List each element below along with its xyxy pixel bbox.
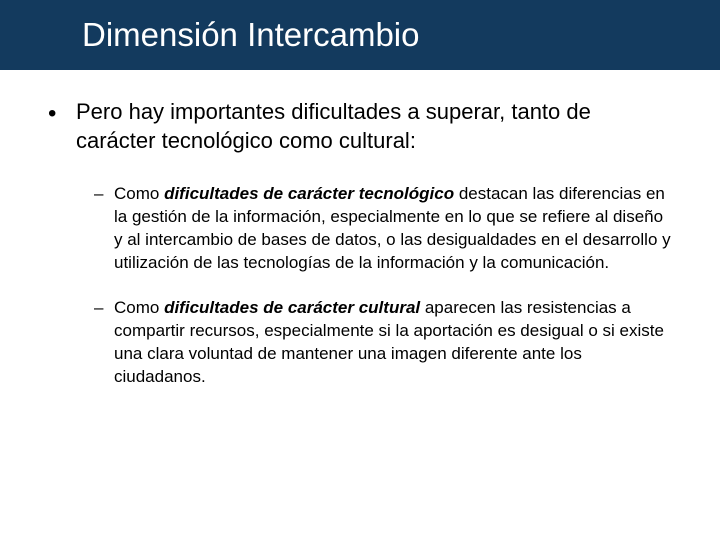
sub-bullet-text: Como dificultades de carácter tecnológic… xyxy=(114,183,672,275)
sub-bullet-text: Como dificultades de carácter cultural a… xyxy=(114,297,672,389)
sub-lead: Como xyxy=(114,298,164,317)
sub-bullet-item: – Como dificultades de carácter tecnológ… xyxy=(94,183,672,275)
sub-lead: Como xyxy=(114,184,164,203)
main-bullet: • Pero hay importantes dificultades a su… xyxy=(48,98,672,155)
slide-content: • Pero hay importantes dificultades a su… xyxy=(0,70,720,389)
sub-bullet-marker: – xyxy=(94,297,114,389)
sub-bullet-item: – Como dificultades de carácter cultural… xyxy=(94,297,672,389)
sub-bullet-marker: – xyxy=(94,183,114,275)
bullet-marker: • xyxy=(48,98,76,155)
title-bar: Dimensión Intercambio xyxy=(0,0,720,70)
sub-bullet-list: – Como dificultades de carácter tecnológ… xyxy=(48,183,672,389)
sub-emph: dificultades de carácter tecnológico xyxy=(164,184,454,203)
slide-title: Dimensión Intercambio xyxy=(82,16,419,54)
sub-emph: dificultades de carácter cultural xyxy=(164,298,420,317)
main-bullet-text: Pero hay importantes dificultades a supe… xyxy=(76,98,672,155)
